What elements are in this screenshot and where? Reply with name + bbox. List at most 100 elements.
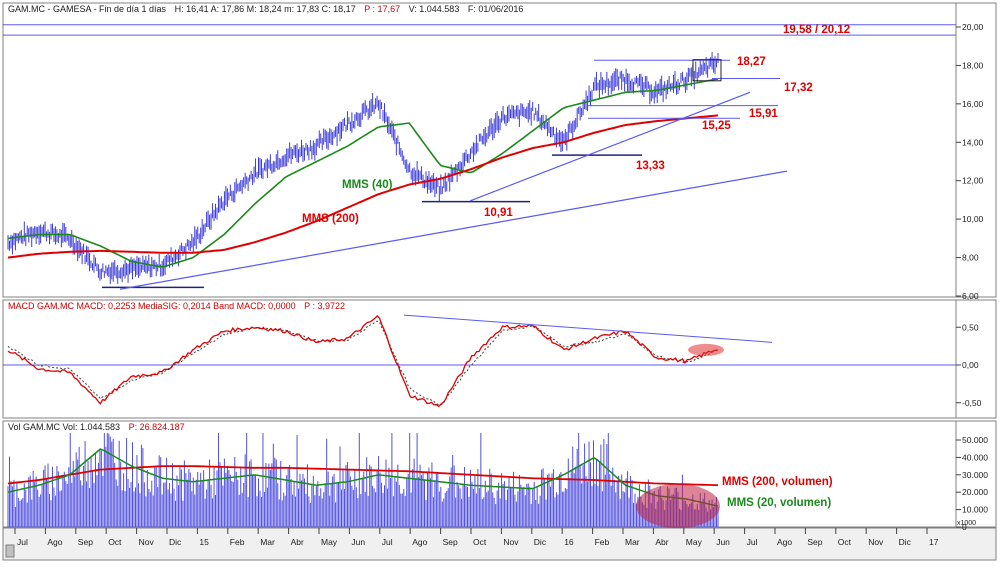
long-term-trendline <box>119 170 788 290</box>
month-tick-label: Oct <box>108 537 122 547</box>
month-tick-label: 15 <box>199 537 209 547</box>
volume-header-p: P: 26.824.187 <box>129 422 185 432</box>
support-1591-label: 15,91 <box>749 108 778 120</box>
volume-tick-label: 0 <box>962 522 967 532</box>
price-series <box>7 52 719 285</box>
volume-averages <box>7 448 720 529</box>
month-tick-label: Abr <box>655 537 668 547</box>
volume-bars <box>7 433 719 527</box>
target-label: 19,58 / 20,12 <box>783 24 850 36</box>
month-tick-label: Feb <box>230 537 245 547</box>
price-tick-label: 14,00 <box>962 137 984 147</box>
month-axis-band <box>2 527 997 561</box>
price-header-p: P : 17,67 <box>364 4 400 14</box>
volume-header: Vol GAM.MC Vol: 1.044.583 P: 26.824.187 <box>8 422 185 432</box>
month-tick-label: Mar <box>625 537 640 547</box>
volume-mms20-label: MMS (20, volumen) <box>727 497 831 509</box>
price-header-volume: V: 1.044.583 <box>409 4 460 14</box>
month-tick-label: Mar <box>260 537 275 547</box>
macd-panel <box>2 299 957 419</box>
macd-tick-label: -0,50 <box>962 398 982 408</box>
macd-line <box>7 314 718 408</box>
volume-tick-label: 10.000 <box>962 505 988 515</box>
resistance-1732-label: 17,32 <box>784 82 813 94</box>
price-panel <box>2 2 957 298</box>
macd-highlight <box>688 343 724 356</box>
price-header: GAM.MC - GAMESA - Fin de día 1 días H: 1… <box>8 4 523 14</box>
mms200-label: MMS (200) <box>302 213 359 225</box>
month-tick-label: Oct <box>838 537 852 547</box>
price-axis-ticks: 20,00 18,00 16,00 14,00 12,00 10,00 8,00 6,00 <box>956 22 984 301</box>
consolidation-box <box>692 59 722 82</box>
macd-tick-label: 0,00 <box>962 360 979 370</box>
month-tick-label: May <box>321 537 338 547</box>
month-tick-label: Sep <box>78 537 93 547</box>
price-header-date: F: 01/06/2016 <box>468 4 524 14</box>
scroll-left-button[interactable] <box>5 544 15 558</box>
resistance-1827-label: 18,27 <box>737 56 766 68</box>
volume-highlight <box>636 484 720 529</box>
mms40-line <box>7 78 719 268</box>
support-1091-label: 10,91 <box>484 207 513 219</box>
volume-tick-label: 30.000 <box>962 470 988 480</box>
volume-axis-ticks: 50.000 40.000 30.000 20.000 10.000 0 <box>956 435 988 532</box>
support-resistance-lines <box>3 24 956 290</box>
month-tick-label: Dic <box>534 537 547 547</box>
volume-axis-unit: x1000 <box>957 520 976 527</box>
price-axis-panel <box>955 2 997 298</box>
month-tick-label: Sep <box>807 537 822 547</box>
month-tick-label: Nov <box>868 537 884 547</box>
price-tick-label: 20,00 <box>962 22 984 32</box>
macd-header-label: MACD GAM.MC MACD: 0,2253 MediaSIG: 0,201… <box>8 301 296 311</box>
volume-axis-panel <box>955 420 997 528</box>
month-tick-label: Ago <box>47 537 62 547</box>
price-header-ticker: GAM.MC - GAMESA - Fin de día 1 días <box>8 4 167 14</box>
volume-mms200-line <box>7 465 719 487</box>
medium-term-trendline <box>469 91 751 202</box>
month-tick-label: Nov <box>503 537 519 547</box>
support-1525-label: 15,25 <box>702 120 731 132</box>
month-tick-label: Jul <box>382 537 393 547</box>
volume-mms200-label: MMS (200, volumen) <box>722 476 833 488</box>
month-tick-label: Dic <box>899 537 912 547</box>
month-tick-label: Jun <box>351 537 365 547</box>
month-tick-label: Sep <box>443 537 458 547</box>
month-tick-label: Jun <box>716 537 730 547</box>
month-tick-label: Jul <box>747 537 758 547</box>
volume-mms20-line <box>7 448 719 507</box>
month-tick-label: Nov <box>139 537 155 547</box>
volume-tick-label: 20.000 <box>962 487 988 497</box>
price-tick-label: 18,00 <box>962 60 984 70</box>
month-axis: Jul Ago Sep Oct Nov Dic 15 Feb Mar Abr May Jun Jul Ag… <box>5 528 939 558</box>
macd-signal-line <box>7 320 719 406</box>
month-tick-label: 17 <box>929 537 939 547</box>
macd-header-p: P : 3,9722 <box>304 301 345 311</box>
macd-tick-label: 0,50 <box>962 322 979 332</box>
support-1333-label: 13,33 <box>636 160 665 172</box>
volume-tick-label: 50.000 <box>962 435 988 445</box>
macd-header: MACD GAM.MC MACD: 0,2253 MediaSIG: 0,201… <box>8 301 345 311</box>
price-header-values: H: 16,41 A: 17,86 M: 18,24 m: 17,83 C: 1… <box>175 4 356 14</box>
price-tick-label: 10,00 <box>962 214 984 224</box>
month-tick-label: Feb <box>595 537 610 547</box>
volume-header-label: Vol GAM.MC Vol: 1.044.583 <box>8 422 120 432</box>
month-tick-label: May <box>686 537 703 547</box>
month-tick-label: Ago <box>412 537 427 547</box>
month-tick-label: Jul <box>17 537 28 547</box>
mms200-line <box>7 114 719 259</box>
macd-divergence-line <box>403 314 773 343</box>
macd-axis-ticks: 0,50 0,00 -0,50 <box>956 322 982 408</box>
month-tick-label: Dic <box>169 537 182 547</box>
month-tick-label: Ago <box>777 537 792 547</box>
price-tick-label: 12,00 <box>962 176 984 186</box>
month-tick-label: Abr <box>291 537 304 547</box>
mms40-label: MMS (40) <box>342 179 393 191</box>
price-tick-label: 16,00 <box>962 99 984 109</box>
macd-series <box>3 314 956 408</box>
price-tick-label: 8,00 <box>962 253 979 263</box>
price-tick-label: 6,00 <box>962 291 979 301</box>
month-tick-label: 16 <box>564 537 574 547</box>
macd-axis-panel <box>955 299 997 419</box>
